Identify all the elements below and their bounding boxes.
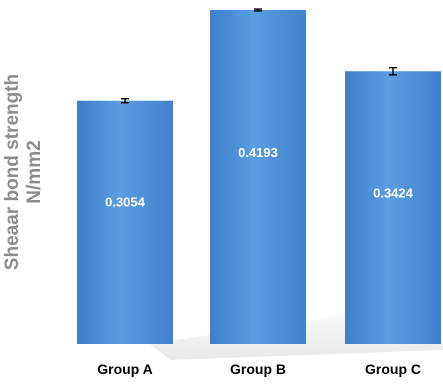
x-tick-label-3: Group C <box>365 361 421 377</box>
x-tick-label-2: Group B <box>230 361 286 377</box>
data-label-1: 0.3054 <box>105 194 146 209</box>
data-label-2: 0.4193 <box>238 145 278 160</box>
bar-group-a <box>77 100 173 344</box>
x-tick-label-1: Group A <box>97 361 152 377</box>
bar-group-c <box>345 71 441 344</box>
data-label-3: 0.3424 <box>373 185 414 200</box>
bar-group-b <box>210 10 306 344</box>
